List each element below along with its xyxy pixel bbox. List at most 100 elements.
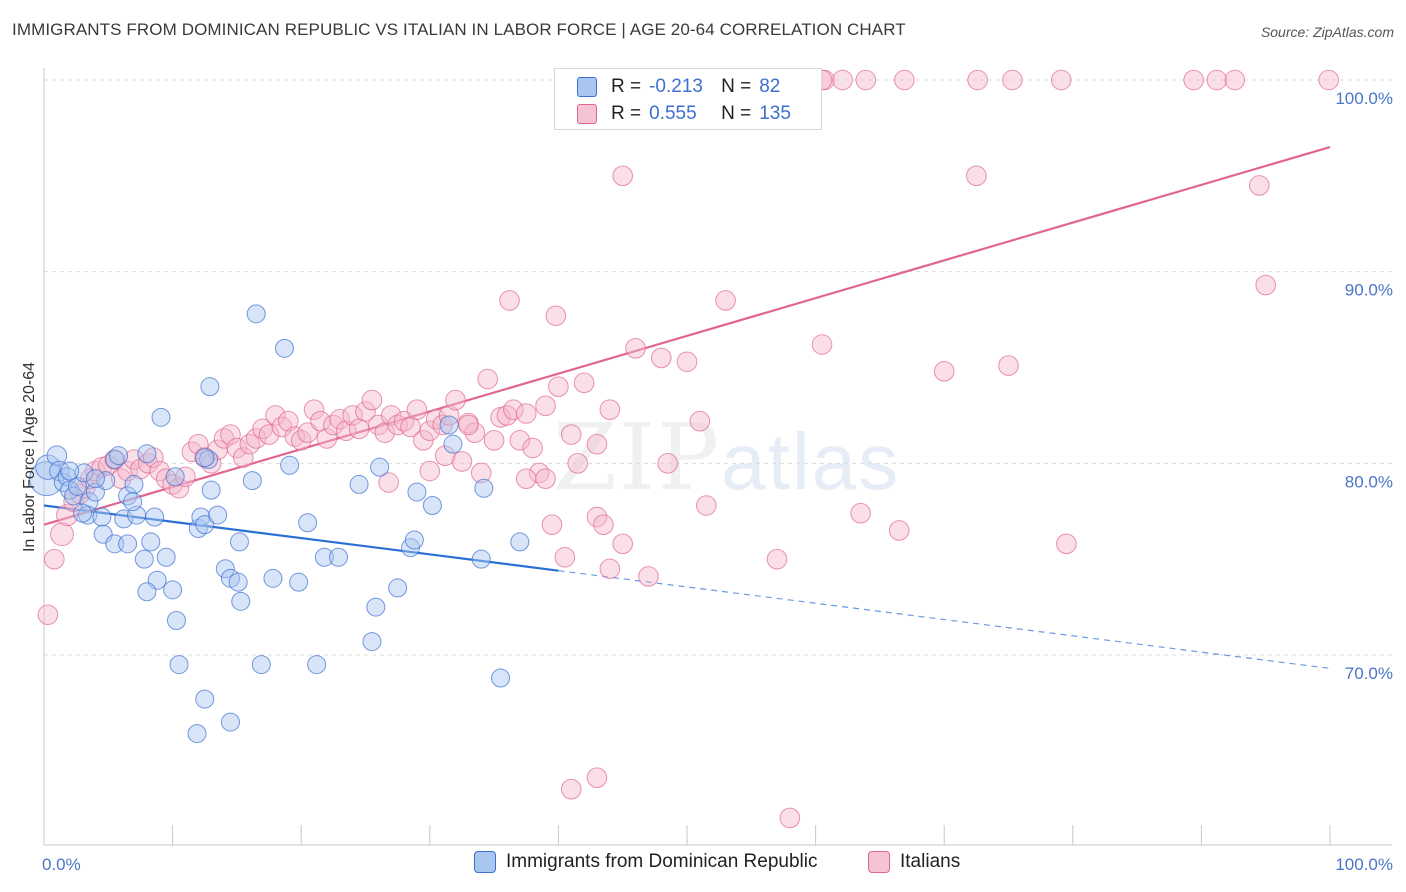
point-italian bbox=[715, 290, 736, 311]
point-dominican bbox=[137, 582, 157, 602]
point-dominican bbox=[208, 505, 228, 525]
point-italian bbox=[967, 69, 988, 91]
x-tick-label: 100.0% bbox=[1335, 855, 1393, 874]
point-italian bbox=[387, 414, 408, 436]
point-dominican bbox=[370, 457, 390, 477]
point-italian bbox=[85, 460, 106, 482]
point-italian bbox=[451, 451, 473, 472]
point-italian bbox=[425, 408, 447, 430]
point-italian bbox=[470, 462, 492, 484]
point-dominican bbox=[366, 597, 386, 617]
legend-label: Italians bbox=[900, 851, 961, 872]
point-italian bbox=[162, 474, 183, 495]
point-italian bbox=[37, 604, 59, 626]
tick-labels: 70.0% 80.0% 90.0% 100.0% 0.0% 100.0% bbox=[42, 89, 1393, 874]
point-italian bbox=[378, 472, 399, 493]
point-italian bbox=[811, 334, 833, 355]
point-italian bbox=[1183, 69, 1204, 91]
point-dominican bbox=[215, 559, 235, 579]
n-label: N = bbox=[721, 76, 752, 97]
point-italian bbox=[766, 548, 788, 570]
point-dominican bbox=[114, 509, 134, 529]
point-dominican bbox=[328, 547, 348, 567]
legend-item-dominican[interactable]: Immigrants from Dominican Republic bbox=[474, 851, 818, 873]
point-italian bbox=[894, 69, 915, 91]
point-dominican bbox=[200, 377, 220, 397]
point-italian bbox=[258, 424, 280, 445]
point-italian bbox=[535, 395, 556, 417]
point-dominican bbox=[263, 568, 283, 588]
point-italian bbox=[548, 376, 569, 397]
point-italian bbox=[239, 433, 261, 455]
point-italian bbox=[265, 405, 286, 426]
point-italian bbox=[998, 355, 1019, 376]
point-dominican bbox=[229, 532, 249, 552]
legend-swatch-pink bbox=[868, 851, 890, 873]
point-dominican bbox=[349, 474, 369, 494]
point-dominican bbox=[242, 471, 262, 491]
trend-line-italians bbox=[43, 146, 1331, 526]
point-italian bbox=[175, 466, 196, 488]
point-dominican bbox=[105, 450, 125, 469]
point-italian bbox=[342, 405, 363, 426]
point-italian bbox=[689, 410, 711, 432]
point-dominican bbox=[274, 338, 294, 358]
point-dominican bbox=[443, 434, 463, 454]
point-italian bbox=[50, 522, 74, 547]
point-italian bbox=[503, 399, 524, 420]
point-italian bbox=[832, 69, 853, 91]
chart-title: IMMIGRANTS FROM DOMINICAN REPUBLIC VS IT… bbox=[12, 20, 906, 39]
point-italian bbox=[528, 462, 550, 484]
point-dominican bbox=[53, 473, 73, 492]
y-tick-label: 70.0% bbox=[1345, 664, 1393, 683]
source-label: Source: ZipAtlas.com bbox=[1260, 24, 1394, 40]
point-dominican bbox=[471, 549, 491, 569]
point-italian bbox=[888, 520, 910, 541]
point-dominican bbox=[195, 448, 215, 468]
point-italian bbox=[1050, 69, 1072, 91]
point-italian bbox=[515, 403, 537, 424]
point-dominican bbox=[307, 655, 327, 675]
point-dominican bbox=[280, 455, 300, 475]
point-italian bbox=[657, 453, 679, 474]
gridlines bbox=[44, 79, 1392, 656]
point-dominican bbox=[123, 492, 143, 512]
point-italian bbox=[297, 422, 318, 443]
point-italian bbox=[434, 445, 456, 466]
watermark-zip: ZIP bbox=[553, 404, 722, 511]
point-dominican bbox=[169, 655, 189, 675]
point-dominican bbox=[109, 446, 129, 466]
point-dominican bbox=[298, 513, 318, 533]
point-italian bbox=[779, 807, 801, 829]
point-dominican bbox=[163, 580, 183, 600]
point-dominican bbox=[439, 415, 459, 435]
point-italian bbox=[1056, 533, 1077, 555]
point-dominican bbox=[251, 655, 271, 675]
correlation-legend: R = -0.213 N = 82 R = 0.555 N = 135 bbox=[554, 68, 822, 130]
point-dominican bbox=[92, 507, 112, 527]
data-points bbox=[29, 69, 1340, 829]
point-dominican bbox=[404, 530, 424, 550]
point-italian bbox=[220, 424, 241, 445]
point-dominican bbox=[388, 578, 408, 598]
legend-item-italians[interactable]: Italians bbox=[868, 851, 960, 873]
point-italian bbox=[419, 460, 441, 482]
point-italian bbox=[406, 399, 428, 420]
point-italian bbox=[933, 361, 955, 382]
point-dominican bbox=[491, 668, 511, 688]
point-italian bbox=[545, 305, 567, 327]
watermark-atlas: atlas bbox=[721, 417, 901, 506]
point-italian bbox=[535, 468, 556, 489]
point-italian bbox=[329, 408, 351, 430]
point-italian bbox=[361, 389, 383, 411]
r-label: R = bbox=[611, 76, 642, 97]
point-italian bbox=[43, 548, 65, 570]
point-italian bbox=[638, 566, 659, 587]
point-dominican bbox=[46, 445, 68, 466]
point-italian bbox=[522, 437, 543, 459]
point-italian bbox=[554, 546, 576, 568]
point-dominican bbox=[124, 474, 144, 494]
point-dominican bbox=[137, 444, 157, 464]
point-dominican bbox=[362, 632, 382, 652]
n-value: 135 bbox=[759, 103, 791, 124]
